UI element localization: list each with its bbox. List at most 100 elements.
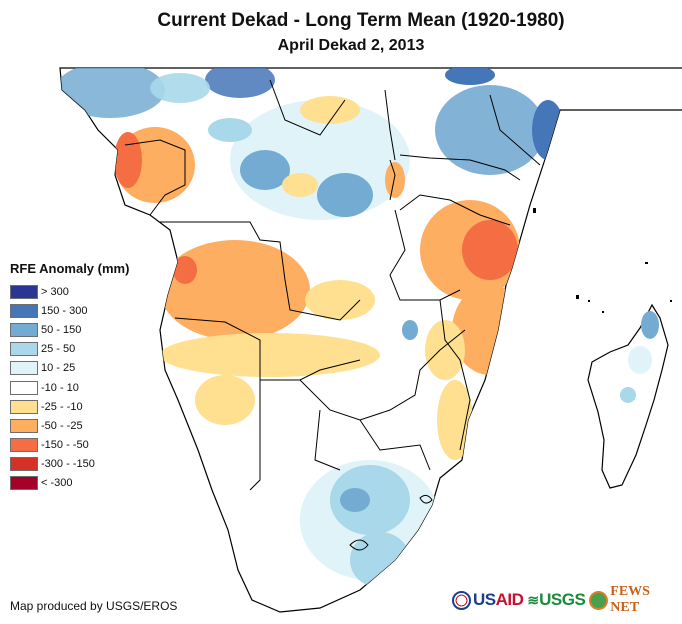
anomaly-patch (305, 280, 375, 320)
legend-label: 10 - 25 (41, 362, 76, 375)
country-borders (124, 79, 541, 551)
fews-net-logo: FEWS NET (589, 584, 682, 616)
anomaly-patch (205, 68, 275, 98)
fews-net-text: FEWS NET (610, 584, 650, 615)
anomaly-patch (402, 320, 418, 340)
anomaly-patch (160, 333, 380, 377)
border (384, 89, 396, 161)
border (389, 209, 461, 301)
anomaly-patch (173, 256, 197, 284)
legend-item: -300 - -150 (10, 455, 129, 474)
usgs-text: USGS (539, 590, 586, 609)
anomaly-patch (282, 173, 318, 197)
anomaly-patch (641, 311, 659, 339)
island (533, 208, 536, 213)
border (349, 539, 369, 551)
legend-label: -10 - 10 (41, 381, 79, 394)
usaid-logo: USAID (452, 590, 524, 610)
legend-item: 150 - 300 (10, 301, 129, 320)
anomaly-patch (628, 346, 652, 374)
legend-swatch (10, 322, 38, 337)
anomaly-patch (435, 85, 545, 175)
island (588, 300, 590, 302)
legend-label: 25 - 50 (41, 343, 76, 356)
legend: RFE Anomaly (mm) > 300 150 - 300 50 - 150 2… (10, 261, 129, 493)
island (670, 300, 672, 302)
legend-swatch (10, 399, 38, 414)
anomaly-patch (160, 240, 310, 340)
anomaly-patch (195, 375, 255, 425)
border (299, 329, 466, 421)
island (645, 262, 648, 264)
border (359, 419, 431, 471)
usgs-logo: ≋ USGS (527, 590, 585, 610)
legend-item: -50 - -25 (10, 416, 129, 435)
anomaly-patch (385, 162, 405, 198)
legend-item: -10 - 10 (10, 378, 129, 397)
legend-label: < -300 (41, 477, 73, 490)
anomaly-patch (425, 320, 465, 380)
legend-item: < -300 (10, 474, 129, 493)
legend-label: -150 - -50 (41, 439, 89, 452)
anomaly-patch (208, 118, 252, 142)
map-subtitle: April Dekad 2, 2013 (277, 37, 425, 54)
legend-item: -150 - -50 (10, 436, 129, 455)
anomaly-patch (462, 220, 518, 280)
anomaly-patch (150, 73, 210, 103)
legend-label: > 300 (41, 285, 69, 298)
legend-item: > 300 (10, 282, 129, 301)
legend-item: -25 - -10 (10, 397, 129, 416)
legend-label: -50 - -25 (41, 419, 83, 432)
border (314, 409, 341, 471)
legend-label: -300 - -150 (41, 458, 95, 471)
anomaly-map (59, 67, 682, 613)
legend-label: 50 - 150 (41, 323, 82, 336)
usaid-text-blue: US (473, 590, 496, 609)
legend-item: 25 - 50 (10, 340, 129, 359)
border (389, 159, 396, 201)
legend-label: 150 - 300 (41, 304, 88, 317)
anomaly-patch (620, 387, 636, 403)
legend-swatch (10, 438, 38, 453)
islands (533, 208, 672, 313)
border (419, 494, 433, 504)
border (489, 94, 541, 166)
map-title: Current Dekad - Long Term Mean (1920-198… (157, 10, 565, 31)
border (124, 139, 186, 216)
map-credit: Map produced by USGS/EROS (10, 599, 178, 613)
globe-icon (589, 590, 609, 610)
border (269, 79, 346, 136)
anomaly-patch (437, 380, 473, 460)
partner-logos: USAID ≋ USGS FEWS NET (452, 584, 682, 616)
usaid-text-red: AID (495, 590, 524, 609)
border (249, 380, 261, 491)
anomaly-patch (340, 488, 370, 512)
anomaly-patch (445, 68, 495, 85)
anomaly-fields (60, 68, 564, 588)
legend-title: RFE Anomaly (mm) (10, 261, 130, 276)
legend-swatch (10, 303, 38, 318)
legend-swatch (10, 361, 38, 376)
anomaly-patch (240, 150, 290, 190)
island (602, 311, 604, 313)
legend-label: -25 - -10 (41, 400, 83, 413)
border (439, 299, 471, 451)
legend-swatch (10, 284, 38, 299)
legend-swatch (10, 418, 38, 433)
usaid-seal-icon (452, 590, 471, 610)
border (399, 194, 511, 226)
legend-swatch (10, 476, 38, 491)
anomaly-patch (300, 96, 360, 124)
border (160, 221, 361, 321)
legend-swatch (10, 342, 38, 357)
madagascar-anomalies (620, 311, 659, 403)
border (399, 154, 521, 181)
anomaly-patch (60, 68, 165, 118)
anomaly-patch (114, 132, 142, 188)
legend-swatch (10, 380, 38, 395)
legend-item: 50 - 150 (10, 320, 129, 339)
legend-item: 10 - 25 (10, 359, 129, 378)
legend-swatch (10, 457, 38, 472)
island (576, 295, 579, 299)
usgs-wave-icon: ≋ (527, 591, 540, 608)
